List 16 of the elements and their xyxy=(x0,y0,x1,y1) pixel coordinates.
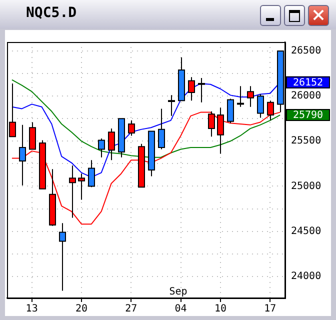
y-tick-label: 24500 xyxy=(291,226,322,237)
x-tick-label: 20 xyxy=(75,304,88,315)
x-tick-label: 13 xyxy=(26,304,38,315)
x-tick-label: 04 xyxy=(174,304,187,315)
x-tick-label: 10 xyxy=(214,304,226,315)
data-label: 26152 xyxy=(292,77,324,88)
y-tick-label: 25000 xyxy=(291,180,322,192)
data-label: 25790 xyxy=(292,110,324,122)
y-tick-label: 26000 xyxy=(291,90,322,102)
x-tick-label: 17 xyxy=(264,304,276,315)
x-tick-label: 27 xyxy=(125,304,138,315)
y-tick-label: 24000 xyxy=(291,270,322,282)
chart-title: NQC5.D xyxy=(26,5,77,21)
y-tick-label: 26500 xyxy=(291,46,322,57)
y-tick-label: 25500 xyxy=(291,136,322,147)
annotation: Sep xyxy=(169,286,188,298)
